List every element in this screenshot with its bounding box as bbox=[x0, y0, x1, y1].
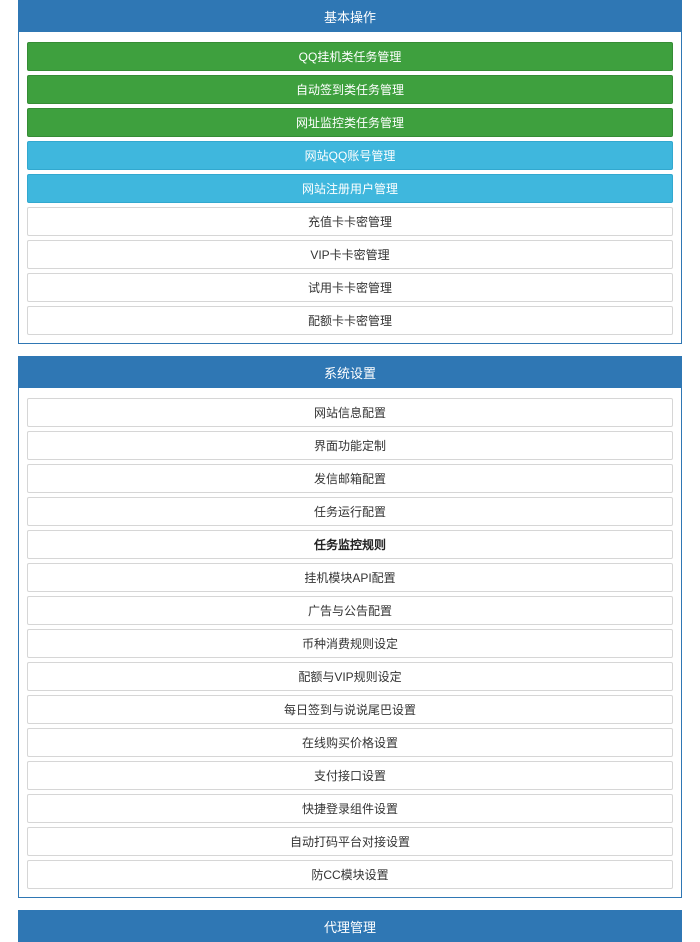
panel-basic: 基本操作 QQ挂机类任务管理 自动签到类任务管理 网址监控类任务管理 网站QQ账… bbox=[18, 0, 682, 344]
panel-system: 系统设置 网站信息配置 界面功能定制 发信邮箱配置 任务运行配置 任务监控规则 … bbox=[18, 356, 682, 898]
menu-anti-cc[interactable]: 防CC模块设置 bbox=[27, 860, 673, 889]
menu-site-info-config[interactable]: 网站信息配置 bbox=[27, 398, 673, 427]
panel-system-header: 系统设置 bbox=[19, 357, 681, 388]
panel-agent: 代理管理 bbox=[18, 910, 682, 942]
menu-captcha-platform[interactable]: 自动打码平台对接设置 bbox=[27, 827, 673, 856]
panel-system-body: 网站信息配置 界面功能定制 发信邮箱配置 任务运行配置 任务监控规则 挂机模块A… bbox=[19, 388, 681, 897]
menu-mail-config[interactable]: 发信邮箱配置 bbox=[27, 464, 673, 493]
menu-url-monitor-task[interactable]: 网址监控类任务管理 bbox=[27, 108, 673, 137]
menu-site-qq-account[interactable]: 网站QQ账号管理 bbox=[27, 141, 673, 170]
menu-recharge-card[interactable]: 充值卡卡密管理 bbox=[27, 207, 673, 236]
menu-payment-api[interactable]: 支付接口设置 bbox=[27, 761, 673, 790]
menu-quota-vip-rule[interactable]: 配额与VIP规则设定 bbox=[27, 662, 673, 691]
menu-quick-login[interactable]: 快捷登录组件设置 bbox=[27, 794, 673, 823]
menu-module-api-config[interactable]: 挂机模块API配置 bbox=[27, 563, 673, 592]
menu-quota-card[interactable]: 配额卡卡密管理 bbox=[27, 306, 673, 335]
menu-ui-customize[interactable]: 界面功能定制 bbox=[27, 431, 673, 460]
panel-basic-body: QQ挂机类任务管理 自动签到类任务管理 网址监控类任务管理 网站QQ账号管理 网… bbox=[19, 32, 681, 343]
menu-currency-rule[interactable]: 币种消费规则设定 bbox=[27, 629, 673, 658]
menu-vip-card[interactable]: VIP卡卡密管理 bbox=[27, 240, 673, 269]
menu-qq-task[interactable]: QQ挂机类任务管理 bbox=[27, 42, 673, 71]
panel-agent-header: 代理管理 bbox=[19, 911, 681, 942]
menu-trial-card[interactable]: 试用卡卡密管理 bbox=[27, 273, 673, 302]
menu-task-monitor-rule[interactable]: 任务监控规则 bbox=[27, 530, 673, 559]
menu-ad-notice-config[interactable]: 广告与公告配置 bbox=[27, 596, 673, 625]
menu-task-run-config[interactable]: 任务运行配置 bbox=[27, 497, 673, 526]
panel-basic-header: 基本操作 bbox=[19, 1, 681, 32]
menu-online-price[interactable]: 在线购买价格设置 bbox=[27, 728, 673, 757]
menu-daily-signin-shuoshuo[interactable]: 每日签到与说说尾巴设置 bbox=[27, 695, 673, 724]
menu-site-user[interactable]: 网站注册用户管理 bbox=[27, 174, 673, 203]
menu-auto-signin-task[interactable]: 自动签到类任务管理 bbox=[27, 75, 673, 104]
